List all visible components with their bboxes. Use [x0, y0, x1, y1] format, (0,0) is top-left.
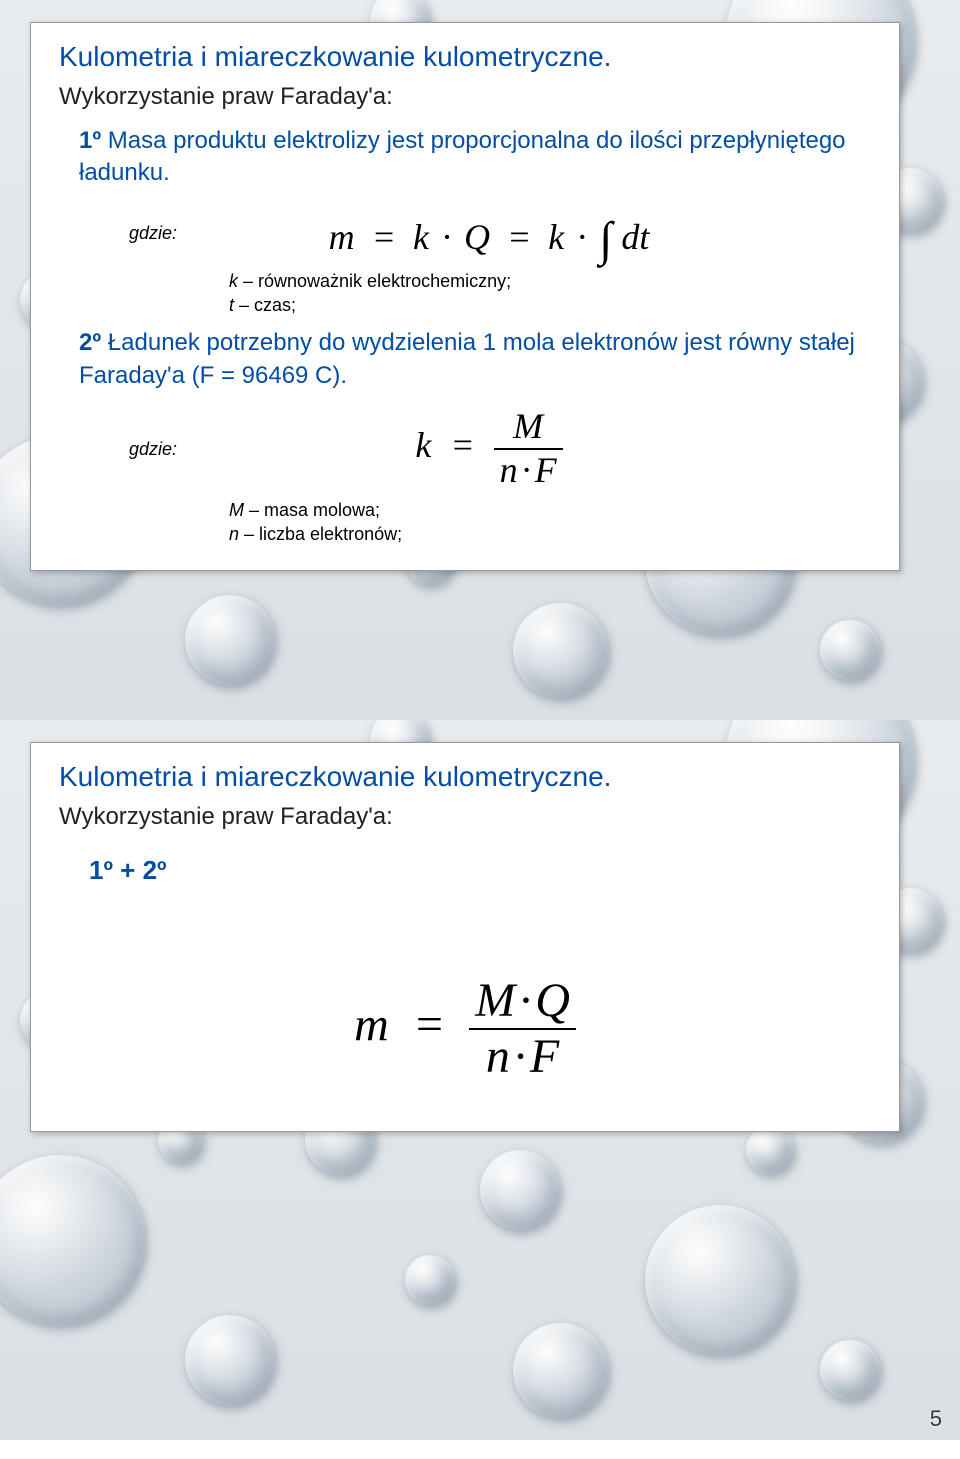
note-2a: M – masa molowa;: [229, 498, 871, 522]
note1b-txt: – czas;: [234, 295, 296, 315]
fc-fraction: M·Q n·F: [469, 976, 576, 1083]
f2-M: M: [494, 408, 563, 450]
ordinal-1: 1º: [79, 127, 101, 154]
note2a-txt: – masa molowa;: [244, 500, 380, 520]
bubble-decor: [513, 1323, 608, 1418]
ordinal-2: 2º: [79, 329, 101, 356]
law-1: 1º Masa produktu elektrolizy jest propor…: [79, 125, 871, 190]
f2-k: k: [415, 425, 431, 465]
page-number: 5: [930, 1406, 942, 1432]
f1-dot1: ·: [442, 217, 451, 257]
content-card-1: Kulometria i miareczkowanie kulometryczn…: [30, 22, 900, 571]
law-2: 2º Ładunek potrzebny do wydzielenia 1 mo…: [79, 327, 871, 392]
note2b-txt: – liczba elektronów;: [239, 524, 402, 544]
bubble-decor: [405, 1255, 455, 1305]
f1-eq2: =: [507, 217, 531, 257]
formula-combined: m = M·Q n·F: [59, 976, 871, 1083]
bubble-decor: [645, 1205, 795, 1355]
f2-dot: ·: [522, 450, 531, 490]
fc-dot1: ·: [519, 974, 531, 1027]
note2a-sym: M: [229, 500, 244, 520]
slide-2: Kulometria i miareczkowanie kulometryczn…: [0, 720, 960, 1440]
f2-fraction: M n·F: [494, 408, 563, 490]
bubble-decor: [480, 1150, 560, 1230]
f1-Q: Q: [464, 217, 490, 257]
fc-n: n: [486, 1030, 510, 1083]
note1a-sym: k: [229, 271, 238, 291]
f1-k2: k: [548, 217, 564, 257]
fc-eq: =: [413, 998, 445, 1051]
fc-Q: Q: [535, 974, 570, 1027]
law-2-text: Ładunek potrzebny do wydzielenia 1 mola …: [79, 329, 855, 388]
slide-subtitle: Wykorzystanie praw Faraday'a:: [59, 83, 871, 111]
note2b-sym: n: [229, 524, 239, 544]
bubble-decor: [185, 1315, 275, 1405]
f1-k1: k: [413, 217, 429, 257]
f2-F: F: [535, 450, 557, 490]
bubble-decor: [746, 1126, 794, 1174]
content-card-2: Kulometria i miareczkowanie kulometryczn…: [30, 742, 900, 1132]
combo-label: 1º + 2º: [89, 855, 871, 886]
note-1a: k – równoważnik elektrochemiczny;: [229, 269, 871, 293]
slide-subtitle: Wykorzystanie praw Faraday'a:: [59, 803, 871, 831]
bubble-decor: [513, 603, 608, 698]
slide-1: Kulometria i miareczkowanie kulometryczn…: [0, 0, 960, 720]
f2-den: n·F: [494, 450, 563, 490]
law-1-text: Masa produktu elektrolizy jest proporcjo…: [79, 127, 846, 186]
fc-M: M: [475, 974, 515, 1027]
f2-eq: =: [450, 425, 474, 465]
bubble-decor: [820, 620, 880, 680]
formula-1: m = k · Q = k · ∫ dt: [107, 206, 871, 261]
slide-title: Kulometria i miareczkowanie kulometryczn…: [59, 761, 871, 793]
fc-den: n·F: [469, 1030, 576, 1082]
note1a-txt: – równoważnik elektrochemiczny;: [238, 271, 511, 291]
f1-dot2: ·: [577, 217, 586, 257]
note-2b: n – liczba elektronów;: [229, 522, 871, 546]
note-1b: t – czas;: [229, 293, 871, 317]
slide-title: Kulometria i miareczkowanie kulometryczn…: [59, 41, 871, 73]
fc-m: m: [354, 998, 389, 1051]
bubble-decor: [185, 595, 275, 685]
f1-eq1: =: [372, 217, 396, 257]
f2-n: n: [500, 450, 518, 490]
f1-m: m: [329, 217, 355, 257]
formula-2: k = M n·F: [107, 408, 871, 490]
fc-num: M·Q: [469, 976, 576, 1030]
f1-integral: ∫: [599, 212, 612, 267]
f1-dt: dt: [621, 217, 649, 257]
fc-dot2: ·: [514, 1030, 526, 1083]
fc-F: F: [530, 1030, 559, 1083]
bubble-decor: [820, 1340, 880, 1400]
